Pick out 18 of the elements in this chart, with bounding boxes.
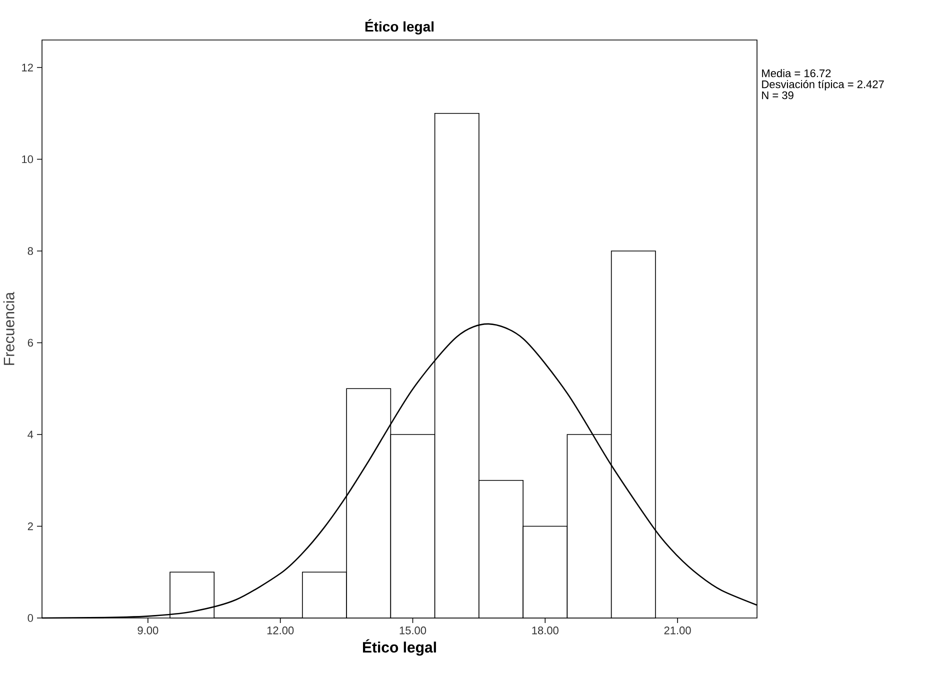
y-tick-label: 0	[28, 614, 34, 622]
x-tick-label: 12.00	[267, 626, 294, 634]
x-axis-title: Ético legal	[362, 639, 436, 656]
x-tick-label: 21.00	[664, 626, 691, 634]
x-tick-label: 9.00	[138, 626, 158, 634]
y-tick-label: 6	[28, 338, 33, 347]
y-tick-label: 12	[22, 64, 33, 72]
chart-title: Ético legal	[365, 19, 434, 34]
text: Media = 16.72	[762, 69, 831, 78]
y-tick-label: 10	[22, 155, 34, 164]
y-tick-label: 8	[28, 247, 33, 255]
text: Desviación típica = 2.427	[762, 80, 884, 90]
y-axis-title: Frecuencia	[3, 292, 14, 365]
x-tick-label: 18.00	[532, 626, 558, 634]
y-tick-label: 4	[28, 430, 34, 438]
text: N = 39	[762, 91, 794, 100]
y-tick-label: 2	[28, 522, 33, 530]
x-tick-label: 15.00	[400, 626, 426, 634]
